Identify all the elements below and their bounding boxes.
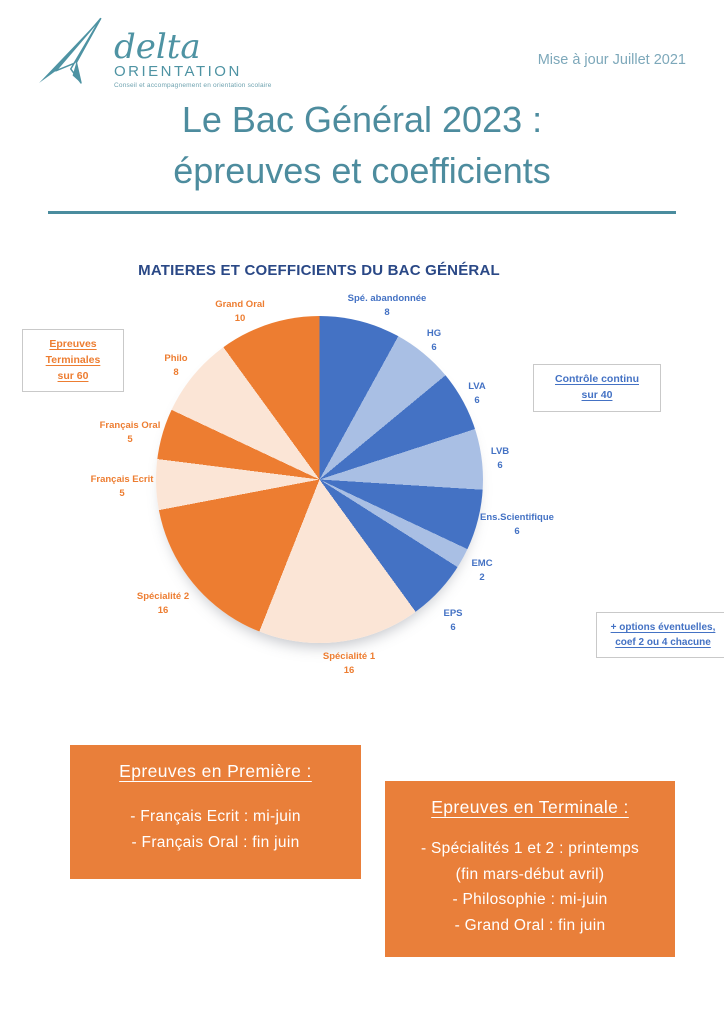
pie-slice-label: LVB 6 [490,446,510,471]
logo-wordmark: delta ORIENTATION Conseil et accompagnem… [114,27,272,89]
premiere-items: - Français Ecrit : mi-juin - Français Or… [70,804,361,855]
pie-chart [156,316,483,643]
page-title-line1: Le Bac Général 2023 : [181,99,543,140]
badge-line: Contrôle continu [555,373,639,385]
badge-line: coef 2 ou 4 chacune [615,637,711,648]
logo-name: delta [114,27,201,67]
controle-continu-badge: Contrôle continu sur 40 [533,364,661,412]
pie-slice-label: Grand Oral 10 [215,299,265,324]
terminale-item: - Spécialités 1 et 2 : printemps [420,840,640,857]
delta-logo: delta ORIENTATION Conseil et accompagnem… [28,14,272,96]
epreuves-terminales-badge: Epreuves Terminales sur 60 [22,329,124,393]
pie-slice-label: LVA 6 [468,381,486,406]
page-title-line2: épreuves et coefficients [173,150,551,192]
pie-slice-label: Spécialité 1 16 [322,651,376,676]
page-title: Le Bac Général 2023 : épreuves et coeffi… [0,94,724,196]
pie-slice-label: Spé. abandonnée 8 [347,293,427,318]
pie-slice-label: Français Oral 5 [99,420,161,445]
terminale-item: (fin mars-début avril) [455,865,605,883]
pie-slice-label: EMC 2 [471,558,493,583]
badge-line: sur 60 [57,369,89,382]
badge-line: Epreuves [49,338,97,350]
premiere-item: - Français Ecrit : mi-juin [130,808,301,825]
update-date: Mise à jour Juillet 2021 [537,52,686,68]
epreuves-premiere-box: Epreuves en Première : - Français Ecrit … [70,745,361,879]
paper-plane-icon [39,17,102,84]
pie-slice-label: Ens.Scientifique 6 [480,512,554,537]
badge-line: + options éventuelles, [610,622,716,633]
pie-slice-label: Philo 8 [164,353,188,378]
pie-slice-label: EPS 6 [443,608,463,633]
pie-slice-label: Spécialité 2 16 [136,591,190,616]
options-badge: + options éventuelles, coef 2 ou 4 chacu… [596,612,724,658]
logo-tagline: Conseil et accompagnement en orientation… [114,82,272,89]
title-underline [48,211,676,214]
terminale-items: - Spécialités 1 et 2 : printemps (fin ma… [385,836,675,938]
pie-slice-label: Français Ecrit 5 [90,474,154,499]
logo-subtitle: ORIENTATION [114,63,242,80]
premiere-heading: Epreuves en Première : [119,761,312,781]
pie-slice-label: HG 6 [426,328,442,353]
badge-line: Terminales [45,353,101,366]
epreuves-terminale-box: Epreuves en Terminale : - Spécialités 1 … [385,781,675,957]
terminale-heading: Epreuves en Terminale : [431,797,629,817]
badge-line: sur 40 [581,388,613,401]
premiere-item: - Français Oral : fin juin [131,833,300,851]
terminale-item: - Philosophie : mi-juin [452,891,608,909]
terminale-item: - Grand Oral : fin juin [454,916,606,934]
chart-title: MATIERES ET COEFFICIENTS DU BAC GÉNÉRAL [138,262,500,279]
